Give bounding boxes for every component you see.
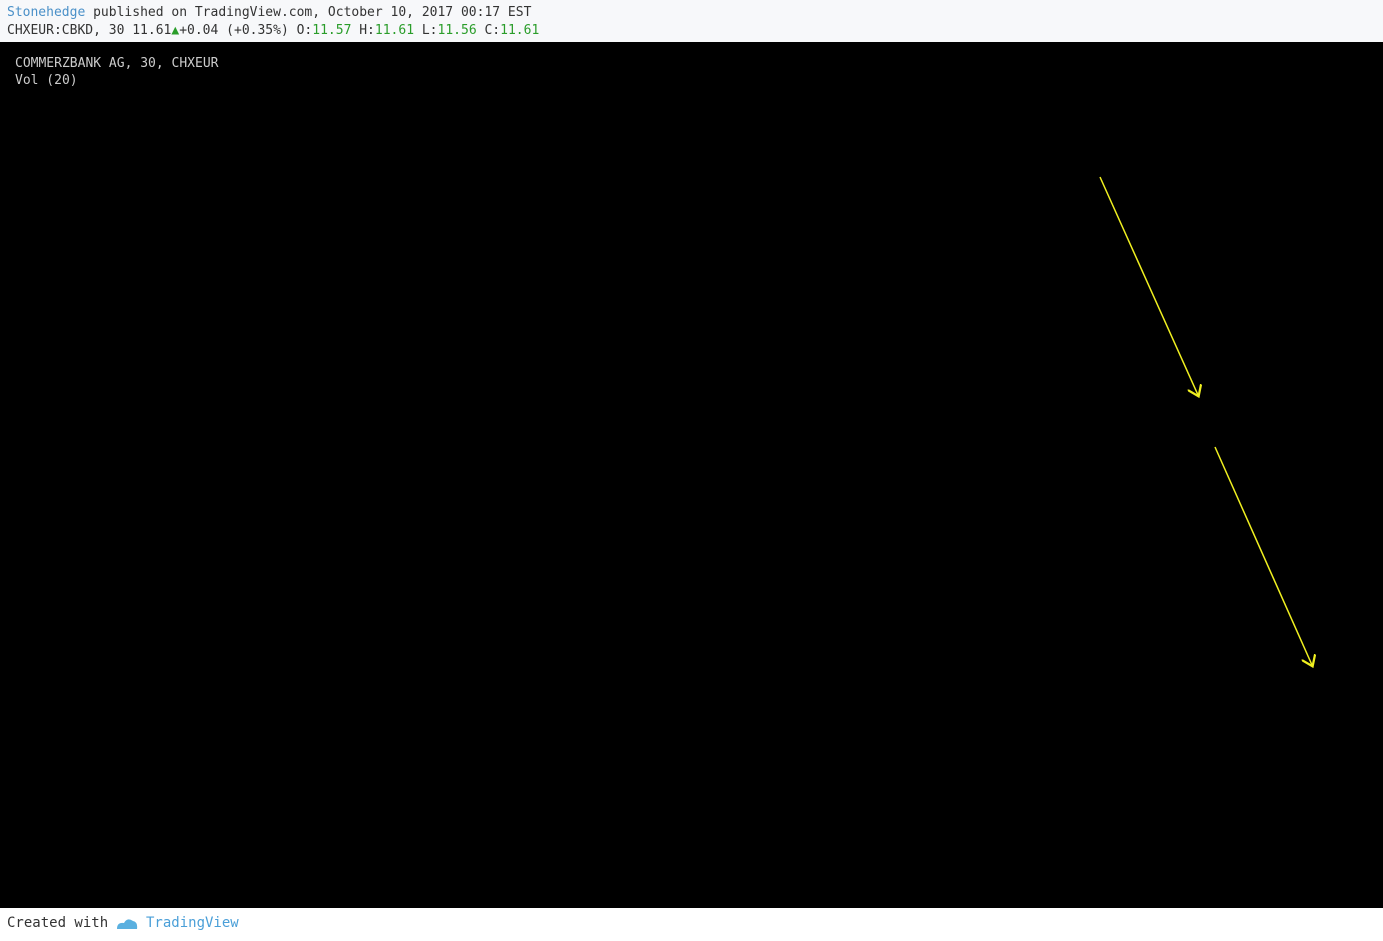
arrow-annotation (1214, 446, 1312, 665)
background (0, 42, 1383, 908)
volume-label: Vol (20) (15, 73, 78, 88)
footer: Created with TradingView (0, 908, 1383, 941)
l-value: 11.56 (437, 23, 477, 38)
c-value: 11.61 (500, 23, 540, 38)
chart: COMMERZBANK AG, 30, CHXEUR Vol (20) (0, 42, 1383, 908)
change: +0.04 (+0.35%) (179, 23, 289, 38)
c-label: C: (484, 23, 501, 38)
chart-title: COMMERZBANK AG, 30, CHXEUR (15, 56, 219, 71)
header: Stonehedge published on TradingView.com,… (0, 0, 1383, 42)
l-label: L: (421, 23, 438, 38)
arrow: ▲ (171, 23, 180, 38)
logo (117, 919, 138, 929)
arrow-annotation (1099, 176, 1198, 395)
published: published on TradingView.com, October 10… (93, 5, 532, 20)
author[interactable]: Stonehedge (7, 5, 86, 20)
last: 11.61 (132, 23, 172, 38)
h-label: H: (359, 23, 375, 38)
created-with: Created with (7, 915, 109, 931)
h-value: 11.61 (374, 23, 415, 38)
brand[interactable]: TradingView (146, 915, 239, 931)
o-label: O: (296, 23, 313, 38)
o-value: 11.57 (312, 23, 352, 38)
symbol: CHXEUR:CBKD, 30 (7, 23, 125, 38)
